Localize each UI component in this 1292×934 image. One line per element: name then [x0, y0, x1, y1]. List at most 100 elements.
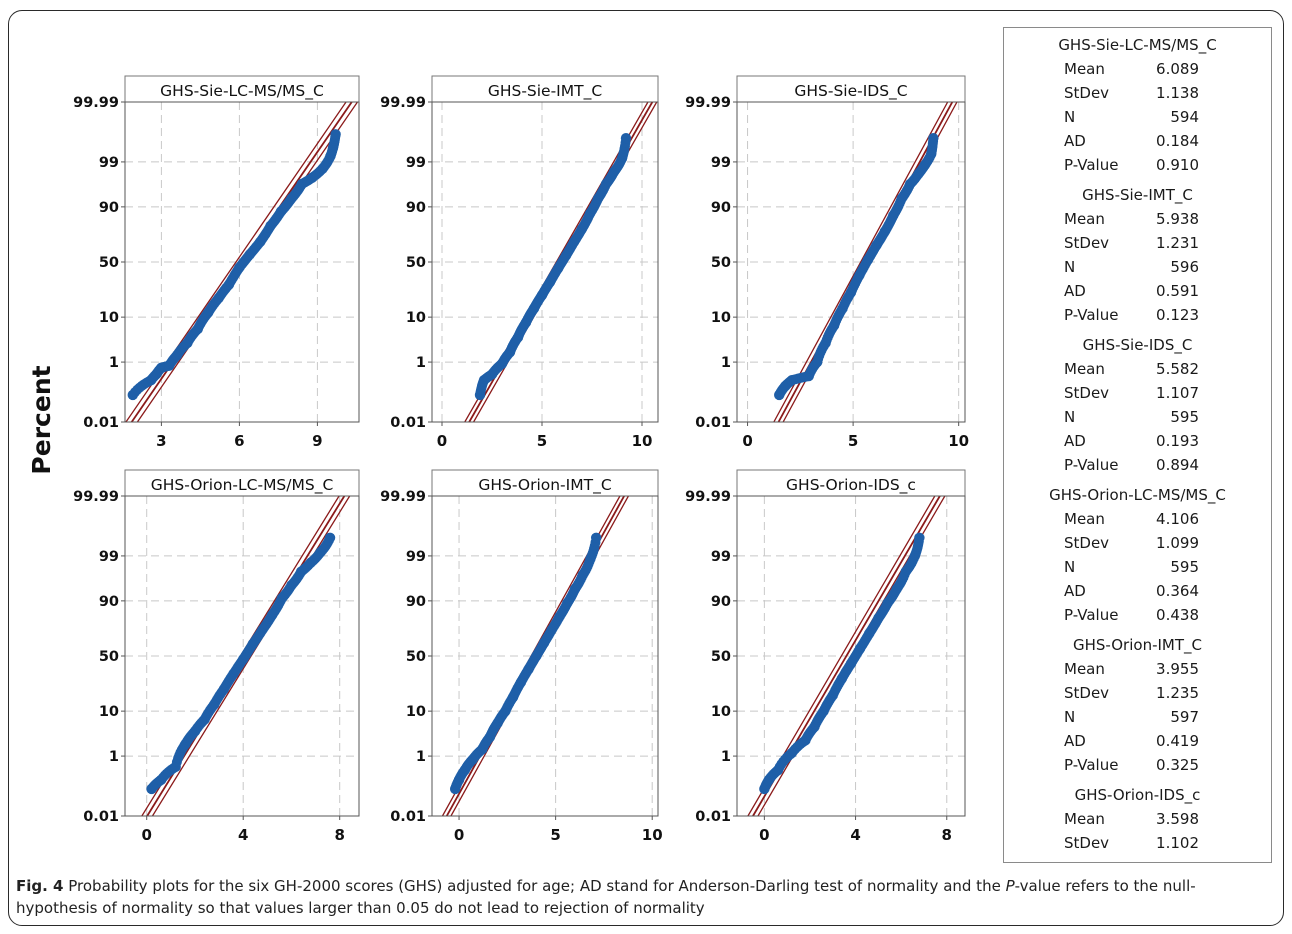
probability-plots: PercentGHS-Sie-LC-MS/MS_C0.0111050909999… [27, 75, 969, 844]
stats-label: P-Value [1064, 456, 1119, 474]
panel-title: GHS-Sie-IMT_C [488, 82, 602, 101]
y-tick-label: 0.01 [695, 415, 731, 431]
x-tick-label: 9 [312, 432, 322, 450]
y-tick-label: 10 [99, 310, 119, 326]
y-tick-label: 50 [711, 649, 731, 665]
stats-value: 0.419 [1156, 732, 1199, 750]
stats-value: 0.910 [1156, 156, 1199, 174]
stats-value: 0.325 [1156, 756, 1199, 774]
x-tick-label: 0 [437, 432, 447, 450]
y-tick-label: 99.99 [685, 489, 731, 505]
stats-value: 3.955 [1156, 660, 1199, 678]
x-tick-label: 5 [550, 826, 560, 844]
y-tick-label: 90 [711, 200, 731, 216]
stats-label: N [1064, 258, 1076, 276]
y-tick-label: 50 [711, 255, 731, 271]
caption-text-part2: -value refers to the null-hypothesis of … [16, 877, 1196, 917]
y-tick-label: 90 [406, 594, 426, 610]
y-tick-label: 10 [99, 704, 119, 720]
data-point [330, 129, 341, 140]
stats-label: Mean [1064, 660, 1105, 678]
panel-title-box [431, 75, 659, 103]
stats-value: 594 [1170, 108, 1199, 126]
stats-value: 0.591 [1156, 282, 1199, 300]
y-tick-label: 1 [416, 355, 426, 371]
y-tick-label: 99 [711, 549, 731, 565]
stats-label: Mean [1064, 810, 1105, 828]
stats-value: 1.099 [1156, 534, 1199, 552]
stats-value: 596 [1170, 258, 1199, 276]
stats-value: 5.582 [1156, 360, 1199, 378]
y-tick-label: 10 [406, 310, 426, 326]
stats-label: N [1064, 708, 1076, 726]
stats-label: Mean [1064, 60, 1105, 78]
x-tick-label: 0 [141, 826, 151, 844]
y-tick-label: 10 [711, 310, 731, 326]
data-point [914, 532, 925, 543]
panel-title-box [736, 75, 966, 103]
x-tick-label: 10 [948, 432, 969, 450]
panel-title: GHS-Orion-IMT_C [478, 476, 611, 495]
y-tick-label: 1 [109, 749, 119, 765]
y-tick-label: 99 [99, 155, 119, 171]
stats-value: 1.138 [1156, 84, 1199, 102]
stats-label: StDev [1064, 684, 1110, 702]
y-tick-label: 50 [406, 649, 426, 665]
stats-label: StDev [1064, 834, 1110, 852]
stats-value: 4.106 [1156, 510, 1199, 528]
stats-label: AD [1064, 282, 1086, 300]
panel-5: GHS-Orion-IMT_C 0.01 1 10 50 90 99 99.99 0 5 10 [380, 469, 663, 844]
x-tick-label: 10 [632, 432, 653, 450]
x-tick-label: 8 [334, 826, 344, 844]
stats-label: AD [1064, 132, 1086, 150]
y-tick-label: 99 [406, 155, 426, 171]
y-tick-label: 0.01 [83, 809, 119, 825]
y-tick-label: 50 [99, 255, 119, 271]
panel-3: GHS-Sie-IDS_C 0.01 1 10 50 90 99 99.99 0 5 10 [685, 75, 969, 450]
stats-value: 595 [1170, 558, 1199, 576]
panel-title-box [124, 469, 360, 497]
y-tick-label: 99 [99, 549, 119, 565]
y-tick-label: 0.01 [83, 415, 119, 431]
panel-2: GHS-Sie-IMT_C 0.01 1 10 50 90 99 99.99 0 5 10 [380, 75, 659, 450]
stats-value: 5.938 [1156, 210, 1199, 228]
stats-group-title: GHS-Orion-IDS_c [1074, 786, 1201, 804]
x-tick-label: 0 [742, 432, 752, 450]
stats-value: 0.438 [1156, 606, 1199, 624]
stats-label: N [1064, 558, 1076, 576]
panel-title: GHS-Sie-LC-MS/MS_C [160, 82, 324, 101]
y-tick-label: 50 [99, 649, 119, 665]
stats-label: P-Value [1064, 156, 1119, 174]
confidence-band [773, 102, 949, 422]
x-tick-label: 5 [848, 432, 858, 450]
x-tick-label: 4 [850, 826, 860, 844]
stats-value: 1.235 [1156, 684, 1199, 702]
stats-value: 595 [1170, 408, 1199, 426]
x-tick-label: 10 [642, 826, 663, 844]
stats-label: Mean [1064, 210, 1105, 228]
y-tick-label: 0.01 [390, 415, 426, 431]
x-tick-label: 8 [942, 826, 952, 844]
x-tick-label: 3 [156, 432, 166, 450]
y-tick-label: 99 [406, 549, 426, 565]
stats-value: 1.102 [1156, 834, 1199, 852]
y-tick-label: 10 [406, 704, 426, 720]
stats-group-title: GHS-Sie-LC-MS/MS_C [1058, 36, 1217, 54]
stats-label: P-Value [1064, 756, 1119, 774]
figure-frame [8, 10, 1284, 926]
stats-label: AD [1064, 582, 1086, 600]
caption-p-italic: P [1005, 877, 1015, 895]
x-tick-label: 0 [454, 826, 464, 844]
statistics-legend: GHS-Sie-LC-MS/MS_C Mean 6.089 StDev 1.138 N 59… [1003, 27, 1272, 863]
panel-title: GHS-Orion-LC-MS/MS_C [151, 476, 334, 495]
y-tick-label: 99.99 [380, 489, 426, 505]
figure-caption: Fig. 4 Probability plots for the six GH-… [16, 875, 1266, 919]
y-tick-label: 0.01 [695, 809, 731, 825]
stats-label: StDev [1064, 84, 1110, 102]
stats-value: 6.089 [1156, 60, 1199, 78]
stats-label: Mean [1064, 510, 1105, 528]
y-tick-label: 90 [711, 594, 731, 610]
y-tick-label: 1 [416, 749, 426, 765]
data-point [928, 132, 939, 144]
stats-value: 0.364 [1156, 582, 1199, 600]
